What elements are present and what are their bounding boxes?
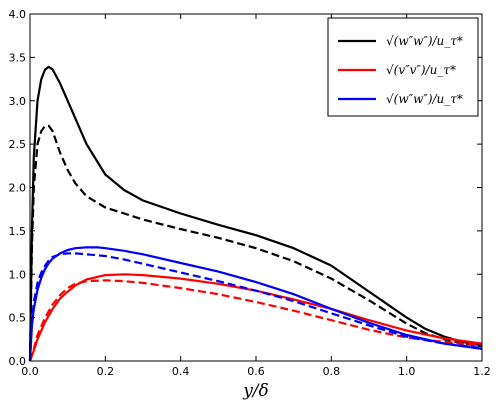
y-tick-label-5: 2.5	[9, 138, 27, 151]
x-tick-label-2: 0.4	[172, 365, 190, 378]
legend-items: √(w″w″)/u_τ* √(v″v″)/u_τ* √(w″w″)/u_τ*	[338, 34, 463, 106]
y-tick-label-4: 2.0	[9, 182, 27, 195]
x-tick-label-0: 0.0	[21, 365, 39, 378]
y-tick-label-6: 3.0	[9, 95, 27, 108]
series-line-0	[28, 65, 483, 362]
series-line-1	[28, 124, 483, 362]
series-layer	[28, 65, 483, 362]
x-tick-label-1: 0.2	[97, 365, 115, 378]
x-axis-label: y/δ	[242, 381, 269, 401]
legend: √(w″w″)/u_τ* √(v″v″)/u_τ* √(w″w″)/u_τ*	[327, 17, 479, 117]
y-tick-label-7: 3.5	[9, 51, 27, 64]
series-line-2	[28, 273, 483, 362]
series-line-3	[28, 279, 483, 362]
y-tick-label-0: 0.0	[9, 355, 27, 368]
x-tick-label-3: 0.6	[247, 365, 265, 378]
legend-label-0: √(w″w″)/u_τ*	[386, 34, 463, 48]
y-tick-label-3: 1.5	[9, 225, 27, 238]
x-tick-label-5: 1.0	[398, 365, 416, 378]
y-tick-label-2: 1.0	[9, 268, 27, 281]
y-tick-label-8: 4.0	[9, 8, 27, 21]
series-line-5	[28, 252, 483, 362]
legend-label-1: √(v″v″)/u_τ*	[386, 63, 456, 77]
legend-label-2: √(w″w″)/u_τ*	[386, 92, 463, 106]
x-tick-label-6: 1.2	[473, 365, 491, 378]
x-tick-label-4: 0.8	[323, 365, 341, 378]
tick-layer: 0.0 0.2 0.4 0.6 0.8 1.0 1.2 0.0 0.5 1.0 1.5 2.0 2.5 3…	[9, 8, 491, 378]
series-line-4	[28, 246, 483, 362]
y-tick-label-1: 0.5	[9, 312, 27, 325]
